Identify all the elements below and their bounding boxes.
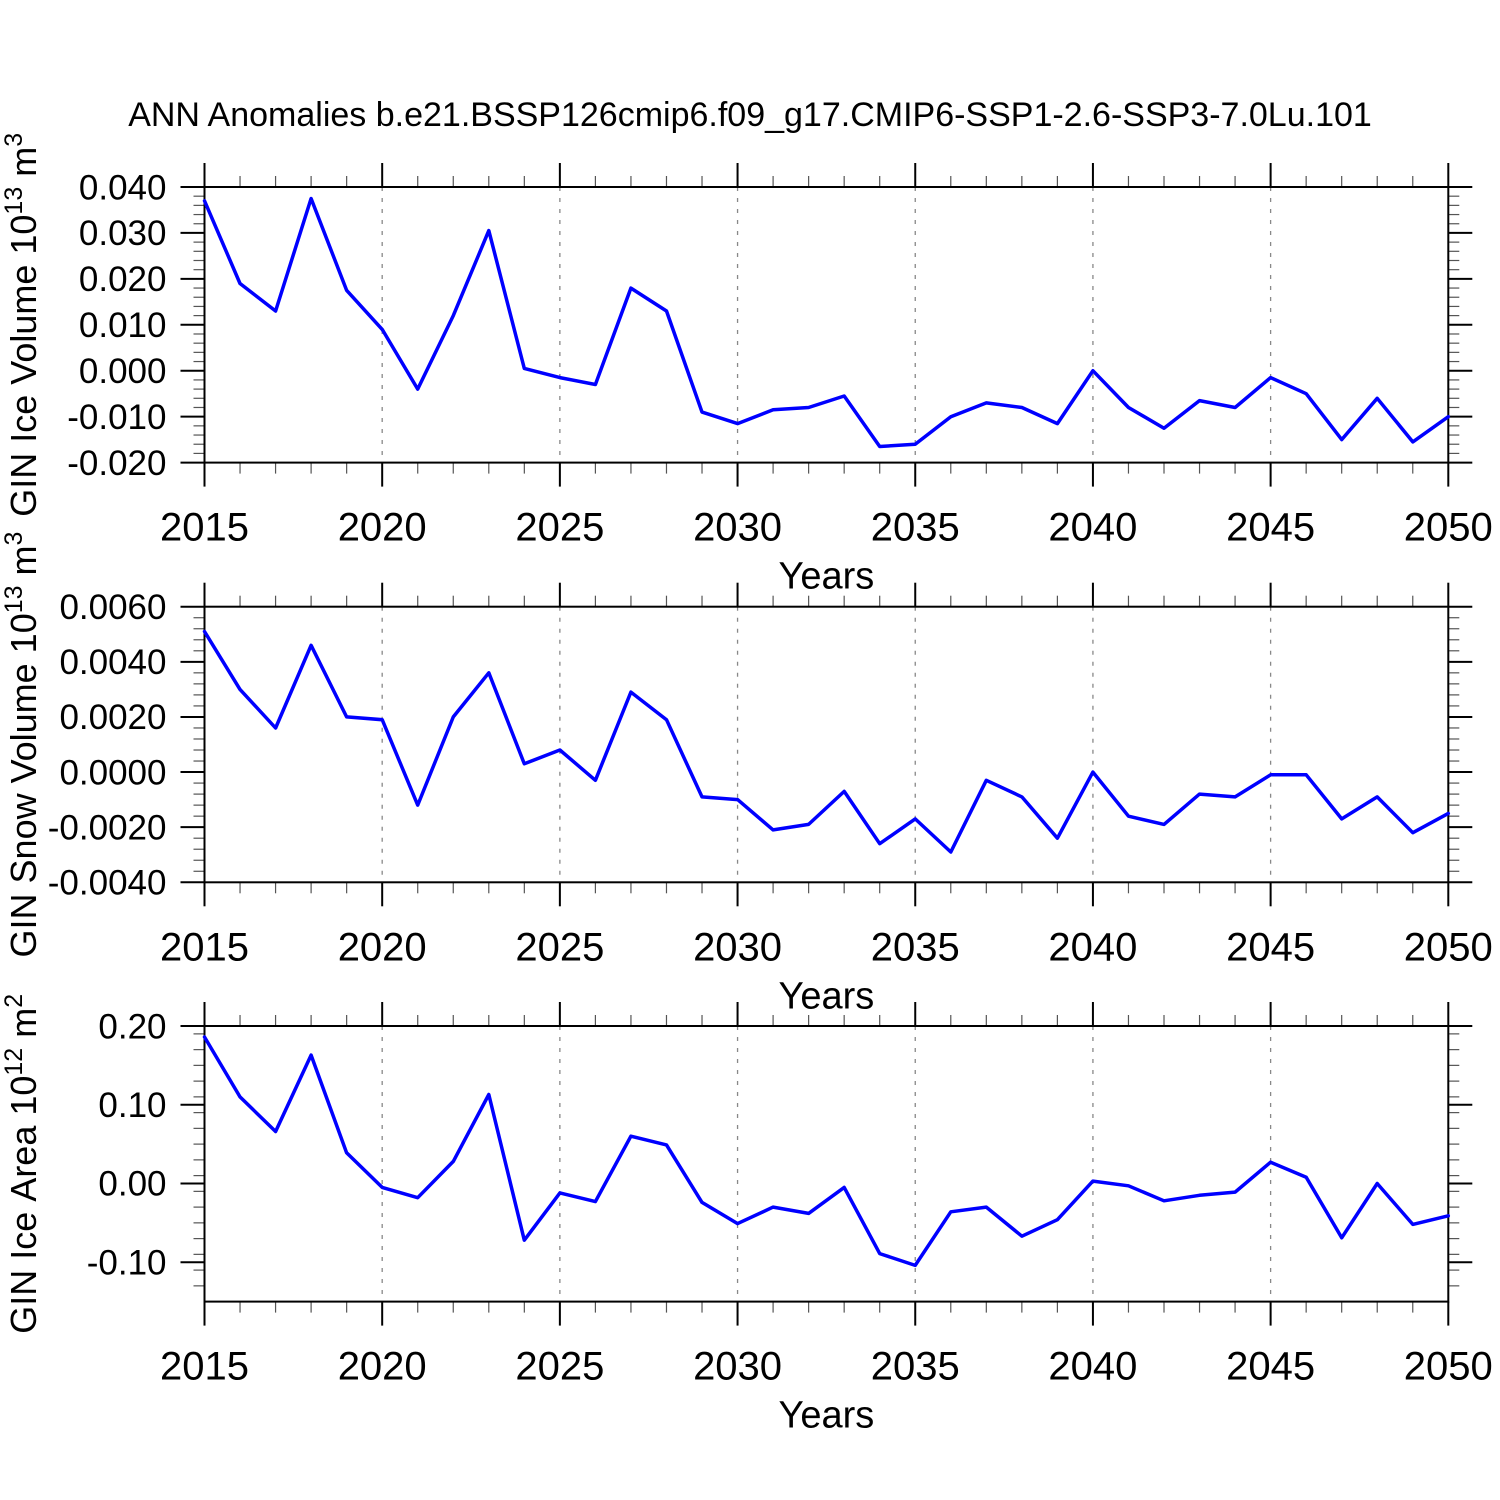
y-tick-label: -0.0040	[48, 864, 167, 903]
y-tick-label: 0.020	[79, 260, 167, 299]
y-tick-label: 0.040	[79, 168, 167, 207]
x-axis-title: Years	[779, 556, 875, 598]
y-tick-label: 0.0060	[59, 588, 166, 627]
x-tick-label: 2050	[1404, 506, 1493, 550]
x-tick-label: 2040	[1048, 1345, 1137, 1389]
x-tick-label: 2045	[1226, 925, 1315, 969]
y-tick-label: 0.0020	[59, 698, 166, 737]
y-axis-title: GIN Ice Area 1012 m2	[0, 994, 44, 1334]
y-tick-label: -0.0020	[48, 808, 167, 847]
x-tick-label: 2025	[515, 506, 604, 550]
x-tick-label: 2035	[871, 506, 960, 550]
x-tick-label: 2020	[338, 925, 427, 969]
x-tick-label: 2050	[1404, 925, 1493, 969]
x-tick-label: 2020	[338, 506, 427, 550]
y-tick-label: -0.010	[67, 398, 166, 437]
y-tick-label: 0.10	[98, 1086, 166, 1125]
x-tick-label: 2030	[693, 925, 782, 969]
y-tick-label: 0.20	[98, 1007, 166, 1046]
y-tick-label: 0.000	[79, 352, 167, 391]
y-tick-label: 0.010	[79, 306, 167, 345]
x-axis-title: Years	[779, 975, 875, 1017]
y-tick-label: 0.00	[98, 1165, 166, 1204]
plot-frame	[203, 186, 1450, 464]
y-tick-label: -0.020	[67, 444, 166, 483]
x-tick-label: 2015	[160, 1345, 249, 1389]
x-tick-label: 2035	[871, 925, 960, 969]
x-tick-label: 2015	[160, 506, 249, 550]
x-tick-label: 2035	[871, 1345, 960, 1389]
y-axis-title: GIN Snow Volume 1013 m3	[0, 532, 44, 958]
x-tick-label: 2025	[515, 925, 604, 969]
y-tick-label: -0.10	[87, 1243, 167, 1282]
y-axis-title: GIN Ice Volume 1013 m3	[0, 133, 44, 517]
x-tick-label: 2030	[693, 1345, 782, 1389]
x-tick-label: 2025	[515, 1345, 604, 1389]
x-tick-label: 2045	[1226, 1345, 1315, 1389]
y-tick-label: 0.0000	[59, 753, 166, 792]
x-axis-title: Years	[779, 1395, 875, 1437]
y-tick-label: 0.030	[79, 214, 167, 253]
chart-title: ANN Anomalies b.e21.BSSP126cmip6.f09_g17…	[128, 96, 1372, 134]
x-tick-label: 2020	[338, 1345, 427, 1389]
x-tick-label: 2040	[1048, 925, 1137, 969]
data-line-gin-ice-area	[202, 1035, 1451, 1268]
data-line-gin-ice-volume	[202, 196, 1451, 449]
chart-gin-ice-volume: 0.040 0.030 0.020 0.010 0.000 -0.010 -0.020 201…	[0, 133, 1493, 598]
y-tick-label: 0.0040	[59, 643, 166, 682]
chart-gin-ice-area: 0.20 0.10 0.00 -0.10 2015 2020 2025 2030 2035 204…	[0, 994, 1493, 1437]
chart-gin-snow-volume: 0.0060 0.0040 0.0020 0.0000 -0.0020 -0.0040 20…	[0, 532, 1493, 1018]
plot-frame	[203, 605, 1450, 884]
plot-frame	[203, 1025, 1450, 1303]
x-tick-label: 2050	[1404, 1345, 1493, 1389]
x-tick-label: 2040	[1048, 506, 1137, 550]
data-line-gin-snow-volume	[202, 629, 1451, 854]
x-tick-label: 2045	[1226, 506, 1315, 550]
x-tick-label: 2030	[693, 506, 782, 550]
x-tick-label: 2015	[160, 925, 249, 969]
